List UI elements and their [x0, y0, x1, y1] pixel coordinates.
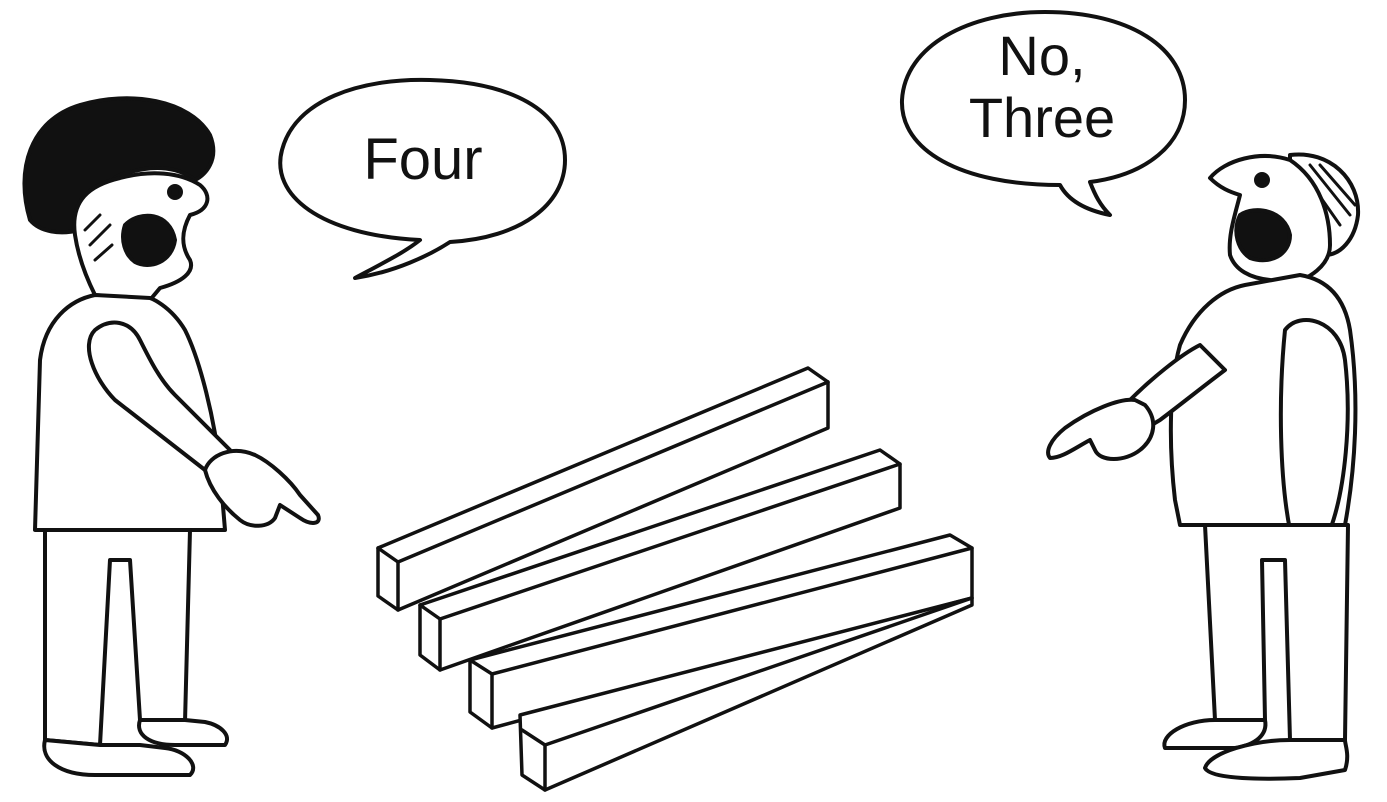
right-person-icon	[1046, 152, 1361, 781]
left-speech-text: Four	[363, 127, 483, 192]
right-speech-line2: Three	[968, 85, 1116, 149]
right-speech-bubble	[899, 10, 1187, 217]
impossible-prongs-icon	[376, 366, 974, 792]
right-speech-text: No, Three	[912, 25, 1172, 148]
left-person-icon	[22, 96, 321, 777]
right-speech-line1: No,	[998, 24, 1086, 87]
left-speech-bubble	[278, 77, 567, 280]
